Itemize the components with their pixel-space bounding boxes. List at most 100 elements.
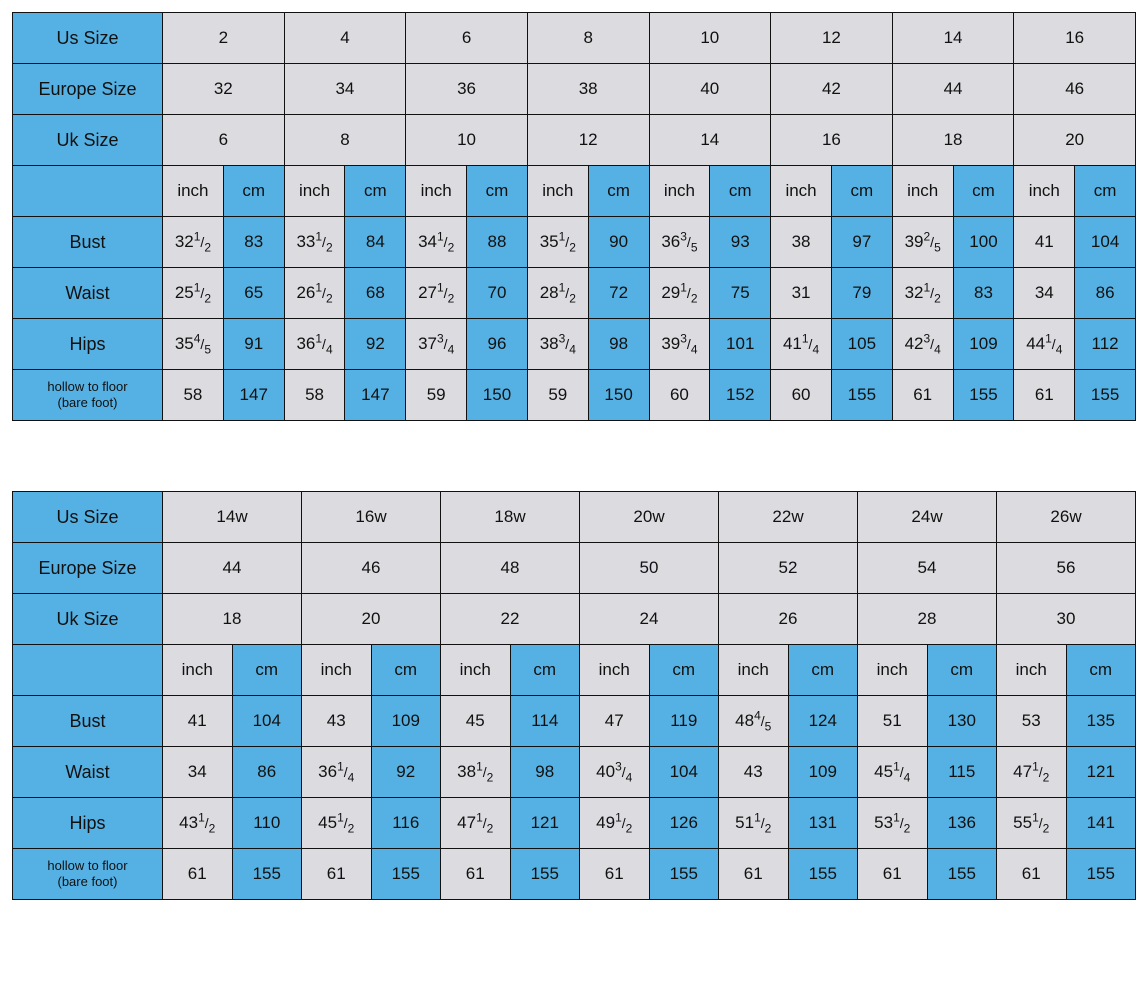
inch-cell: 373/4	[406, 319, 467, 370]
inch-cell: 393/4	[649, 319, 710, 370]
inch-cell: 411/4	[771, 319, 832, 370]
inch-cell: 271/2	[406, 268, 467, 319]
inch-cell: 61	[441, 849, 511, 900]
cm-cell: 147	[223, 370, 284, 421]
unit-cell: cm	[1075, 166, 1136, 217]
size-cell: 26	[719, 594, 858, 645]
inch-cell: 392/5	[892, 217, 953, 268]
row-header: hollow to floor(bare foot)	[13, 849, 163, 900]
inch-cell: 61	[892, 370, 953, 421]
size-cell: 18w	[441, 492, 580, 543]
inch-cell: 341/2	[406, 217, 467, 268]
size-cell: 44	[163, 543, 302, 594]
unit-cell: cm	[510, 645, 580, 696]
unit-cell: inch	[527, 166, 588, 217]
size-cell: 14	[892, 13, 1014, 64]
inch-cell: 38	[771, 217, 832, 268]
size-cell: 26w	[997, 492, 1136, 543]
cm-cell: 68	[345, 268, 406, 319]
size-cell: 16w	[302, 492, 441, 543]
inch-cell: 61	[858, 849, 928, 900]
size-cell: 52	[719, 543, 858, 594]
cm-cell: 65	[223, 268, 284, 319]
inch-cell: 61	[719, 849, 789, 900]
size-cell: 12	[527, 115, 649, 166]
cm-cell: 86	[1075, 268, 1136, 319]
inch-cell: 31	[771, 268, 832, 319]
cm-cell: 83	[953, 268, 1014, 319]
size-cell: 6	[163, 115, 285, 166]
inch-cell: 61	[580, 849, 650, 900]
unit-cell: inch	[771, 166, 832, 217]
size-cell: 24	[580, 594, 719, 645]
inch-cell: 34	[1014, 268, 1075, 319]
cm-cell: 104	[1075, 217, 1136, 268]
size-cell: 14w	[163, 492, 302, 543]
inch-cell: 41	[1014, 217, 1075, 268]
inch-cell: 59	[406, 370, 467, 421]
cm-cell: 155	[927, 849, 997, 900]
size-cell: 4	[284, 13, 406, 64]
row-header: Europe Size	[13, 543, 163, 594]
size-cell: 10	[406, 115, 528, 166]
cm-cell: 109	[953, 319, 1014, 370]
cm-cell: 91	[223, 319, 284, 370]
size-cell: 44	[892, 64, 1014, 115]
cm-cell: 141	[1066, 798, 1136, 849]
unit-cell: cm	[345, 166, 406, 217]
cm-cell: 131	[788, 798, 858, 849]
unit-cell: inch	[406, 166, 467, 217]
row-header: Uk Size	[13, 594, 163, 645]
inch-cell: 351/2	[527, 217, 588, 268]
size-cell: 32	[163, 64, 285, 115]
cm-cell: 90	[588, 217, 649, 268]
inch-cell: 261/2	[284, 268, 345, 319]
inch-cell: 321/2	[892, 268, 953, 319]
size-cell: 16	[1014, 13, 1136, 64]
inch-cell: 381/2	[441, 747, 511, 798]
size-cell: 28	[858, 594, 997, 645]
row-header: Waist	[13, 747, 163, 798]
cm-cell: 126	[649, 798, 719, 849]
size-cell: 56	[997, 543, 1136, 594]
cm-cell: 93	[710, 217, 771, 268]
size-cell: 30	[997, 594, 1136, 645]
unit-cell: cm	[710, 166, 771, 217]
cm-cell: 155	[1075, 370, 1136, 421]
cm-cell: 150	[467, 370, 528, 421]
cm-cell: 88	[467, 217, 528, 268]
inch-cell: 403/4	[580, 747, 650, 798]
cm-cell: 97	[831, 217, 892, 268]
row-header: Europe Size	[13, 64, 163, 115]
inch-cell: 58	[163, 370, 224, 421]
inch-cell: 59	[527, 370, 588, 421]
cm-cell: 92	[345, 319, 406, 370]
inch-cell: 41	[163, 696, 233, 747]
inch-cell: 383/4	[527, 319, 588, 370]
unit-cell: cm	[1066, 645, 1136, 696]
cm-cell: 155	[649, 849, 719, 900]
row-header: hollow to floor(bare foot)	[13, 370, 163, 421]
cm-cell: 75	[710, 268, 771, 319]
inch-cell: 47	[580, 696, 650, 747]
size-cell: 38	[527, 64, 649, 115]
size-cell: 14	[649, 115, 771, 166]
unit-cell: inch	[163, 645, 233, 696]
cm-cell: 147	[345, 370, 406, 421]
cm-cell: 92	[371, 747, 441, 798]
inch-cell: 451/4	[858, 747, 928, 798]
unit-cell: inch	[719, 645, 789, 696]
size-cell: 50	[580, 543, 719, 594]
inch-cell: 511/2	[719, 798, 789, 849]
inch-cell: 60	[771, 370, 832, 421]
inch-cell: 251/2	[163, 268, 224, 319]
inch-cell: 531/2	[858, 798, 928, 849]
cm-cell: 79	[831, 268, 892, 319]
inch-cell: 61	[163, 849, 233, 900]
cm-cell: 155	[953, 370, 1014, 421]
unit-cell: cm	[831, 166, 892, 217]
size-cell: 18	[892, 115, 1014, 166]
cm-cell: 155	[510, 849, 580, 900]
inch-cell: 43	[719, 747, 789, 798]
inch-cell: 471/2	[997, 747, 1067, 798]
